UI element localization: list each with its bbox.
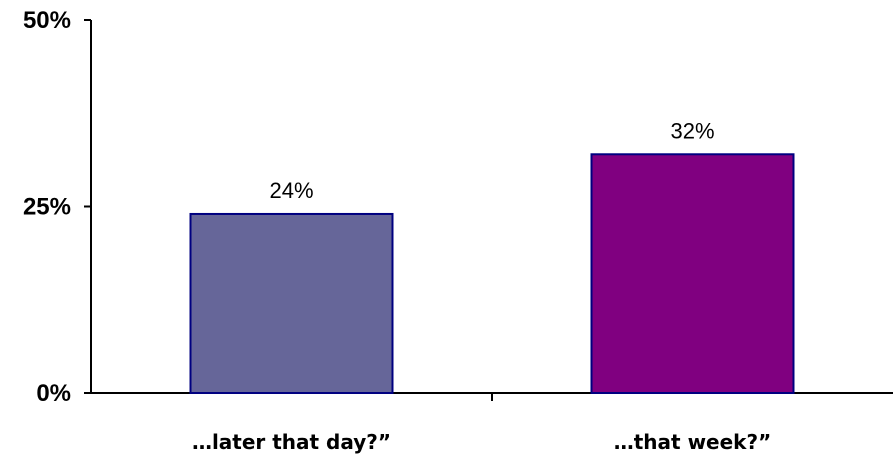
data-labels: 24% 32% bbox=[269, 118, 714, 203]
bars bbox=[189, 153, 795, 394]
y-axis: 0% 25% 50% bbox=[23, 7, 92, 407]
category-label: …later that day?” bbox=[192, 430, 391, 454]
data-label: 32% bbox=[670, 118, 714, 143]
data-label: 24% bbox=[269, 178, 313, 203]
category-label: …that week?” bbox=[614, 430, 771, 454]
category-labels: …later that day?” …that week?” bbox=[192, 430, 771, 454]
bar bbox=[590, 153, 795, 394]
y-tick-label: 0% bbox=[36, 380, 71, 407]
y-tick-label: 50% bbox=[23, 7, 71, 34]
y-tick-label: 25% bbox=[23, 194, 71, 221]
bar bbox=[189, 212, 394, 394]
x-axis bbox=[91, 392, 893, 401]
